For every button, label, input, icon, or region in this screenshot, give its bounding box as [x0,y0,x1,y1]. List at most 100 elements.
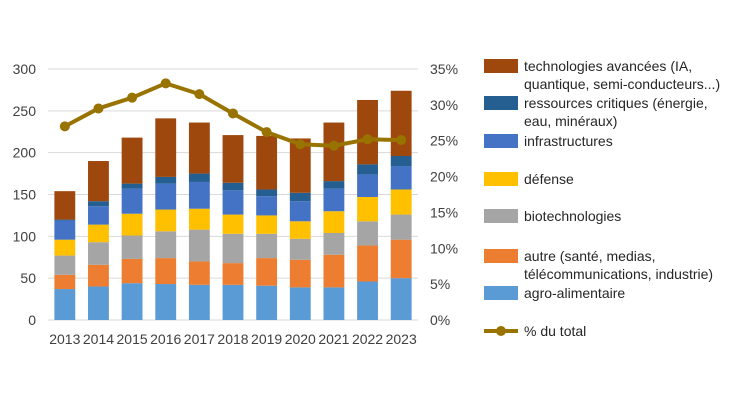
y-left-tick-label: 200 [13,145,37,161]
bar-ressources-2014 [88,201,109,207]
x-tick-label-2022: 2022 [352,331,383,347]
bar-autre-2023 [390,239,412,279]
bar-ressources-2022 [357,164,378,175]
x-tick-label-2019: 2019 [251,331,282,347]
y-right-tick-label: 30% [430,97,458,113]
point-pct-du-total-2018 [228,108,238,119]
bar-agroalimentaire-2021 [323,287,345,320]
bar-technologies-2018 [222,135,244,183]
bar-technologies-2013 [54,191,76,220]
legend-label-ressources: ressources critiques (énergie, eau, minér… [524,95,708,129]
bar-ressources-2016 [155,176,177,184]
y-left-tick-label: 150 [13,187,37,203]
legend-swatch-ressources [484,96,518,110]
legend-label-line: agro-alimentaire [524,285,625,301]
bar-défense-2016 [155,209,177,232]
bar-autre-2015 [121,258,143,284]
x-tick-label-2013: 2013 [49,331,80,347]
point-pct-du-total-2013 [59,121,70,132]
bar-autre-2021 [323,254,345,288]
bar-infrastructures-2019 [256,196,278,216]
legend-label-line: télécommunications, industrie) [524,266,713,282]
bar-autre-2018 [222,263,244,285]
legend-label-agroalimentaire: agro-alimentaire [524,285,625,301]
legend-label-line: eau, minéraux) [524,113,617,129]
legend-label-line: quantique, semi-conducteurs...) [524,76,720,92]
bar-biotechnologies-2023 [390,214,412,240]
bar-ressources-2021 [323,181,345,189]
bar-agroalimentaire-2019 [256,285,278,320]
bar-biotechnologies-2017 [188,229,210,262]
point-pct-du-total-2019 [261,127,272,138]
x-tick-label-2023: 2023 [386,331,417,347]
legend-label-line: ressources critiques (énergie, [524,95,708,111]
legend-swatch-infrastructures [484,134,518,148]
bar-agroalimentaire-2018 [222,284,244,320]
point-pct-du-total-2014 [93,103,104,114]
y-left-tick-label: 100 [13,228,37,244]
legend-label-technologies: technologies avancées (IA, quantique, sem… [524,58,720,92]
bar-agroalimentaire-2020 [289,287,311,320]
y-left-tick-label: 300 [13,61,37,77]
bar-ressources-2018 [222,182,244,191]
point-pct-du-total-2022 [362,134,373,145]
bar-agroalimentaire-2022 [357,281,378,320]
legend-swatch-défense [484,172,518,186]
bar-technologies-2021 [323,122,345,182]
point-pct-du-total-2016 [160,78,171,89]
legend-label-line: défense [524,171,574,187]
point-pct-du-total-2015 [127,92,138,103]
y-right-tick-label: 25% [430,133,458,149]
bar-infrastructures-2013 [54,220,76,240]
bar-défense-2018 [222,214,244,234]
bar-infrastructures-2022 [357,174,378,198]
bar-technologies-2022 [357,99,378,165]
y-right-tick-label: 20% [430,169,458,185]
y-left-tick-label: 250 [13,103,37,119]
bar-infrastructures-2014 [88,206,109,225]
bar-biotechnologies-2018 [222,233,244,264]
bar-ressources-2019 [256,189,278,197]
point-pct-du-total-2023 [396,134,407,145]
bar-infrastructures-2015 [121,188,143,214]
legend-label-line: biotechnologies [524,208,621,224]
y-right-tick-label: 15% [430,204,458,220]
legend-swatch-autre [484,249,518,263]
bar-infrastructures-2018 [222,190,244,215]
bar-agroalimentaire-2017 [188,284,210,320]
y-right-tick-label: 0% [430,312,450,328]
bar-autre-2014 [88,264,109,287]
bar-biotechnologies-2019 [256,233,278,259]
bar-défense-2014 [88,224,109,243]
bar-infrastructures-2016 [155,183,177,210]
bar-ressources-2020 [289,192,311,202]
bar-biotechnologies-2015 [121,235,143,259]
bar-autre-2016 [155,258,177,285]
bar-ressources-2015 [121,183,143,189]
bar-infrastructures-2020 [289,201,311,222]
bar-technologies-2020 [289,138,311,193]
bar-défense-2019 [256,215,278,234]
legend-label-line: infrastructures [524,133,613,149]
x-tick-label-2020: 2020 [285,331,316,347]
bar-autre-2020 [289,259,311,288]
bar-agroalimentaire-2014 [88,286,109,320]
bar-autre-2022 [357,245,378,282]
point-pct-du-total-2020 [295,139,306,150]
bar-technologies-2019 [256,135,278,190]
legend-label-line: autre (santé, medias, [524,248,656,264]
bar-biotechnologies-2022 [357,221,378,246]
y-right-tick-label: 10% [430,240,458,256]
bar-technologies-2014 [88,161,109,202]
bar-autre-2017 [188,261,210,285]
bar-ressources-2017 [188,173,210,182]
bar-biotechnologies-2021 [323,232,345,255]
legend-swatch-technologies [484,59,518,73]
legend-label-autre: autre (santé, medias, télécommunications,… [524,248,713,282]
legend-label-défense: défense [524,171,574,187]
bar-agroalimentaire-2015 [121,283,143,320]
bar-biotechnologies-2016 [155,231,177,259]
legend-swatch-biotechnologies [484,209,518,223]
